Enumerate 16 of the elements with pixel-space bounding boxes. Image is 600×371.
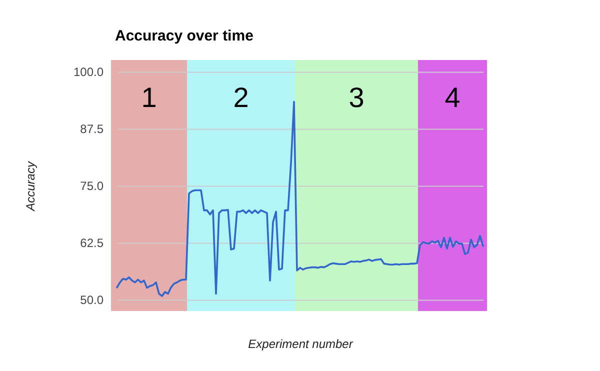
y-tick-label: 50.0 <box>80 293 104 308</box>
annotation: 4 <box>444 82 460 114</box>
y-tick-label: 100.0 <box>73 65 104 80</box>
y-tick-label: 62.5 <box>80 236 104 250</box>
shaded-panel: 3 <box>295 60 418 311</box>
y-axis-title: Accuracy <box>23 160 38 212</box>
shaded-panel: 1 <box>111 60 187 311</box>
annotation: 1 <box>141 82 157 114</box>
y-tick-label: 87.5 <box>80 122 104 136</box>
annotation: 2 <box>233 82 249 114</box>
shaded-panel: 4 <box>418 60 487 311</box>
shaded-panel: 2 <box>187 60 295 311</box>
y-tick-label: 75.0 <box>80 179 104 194</box>
x-axis-title: Experiment number <box>248 337 354 352</box>
chart-title: Accuracy over time <box>115 28 254 45</box>
annotation: 3 <box>348 82 364 114</box>
